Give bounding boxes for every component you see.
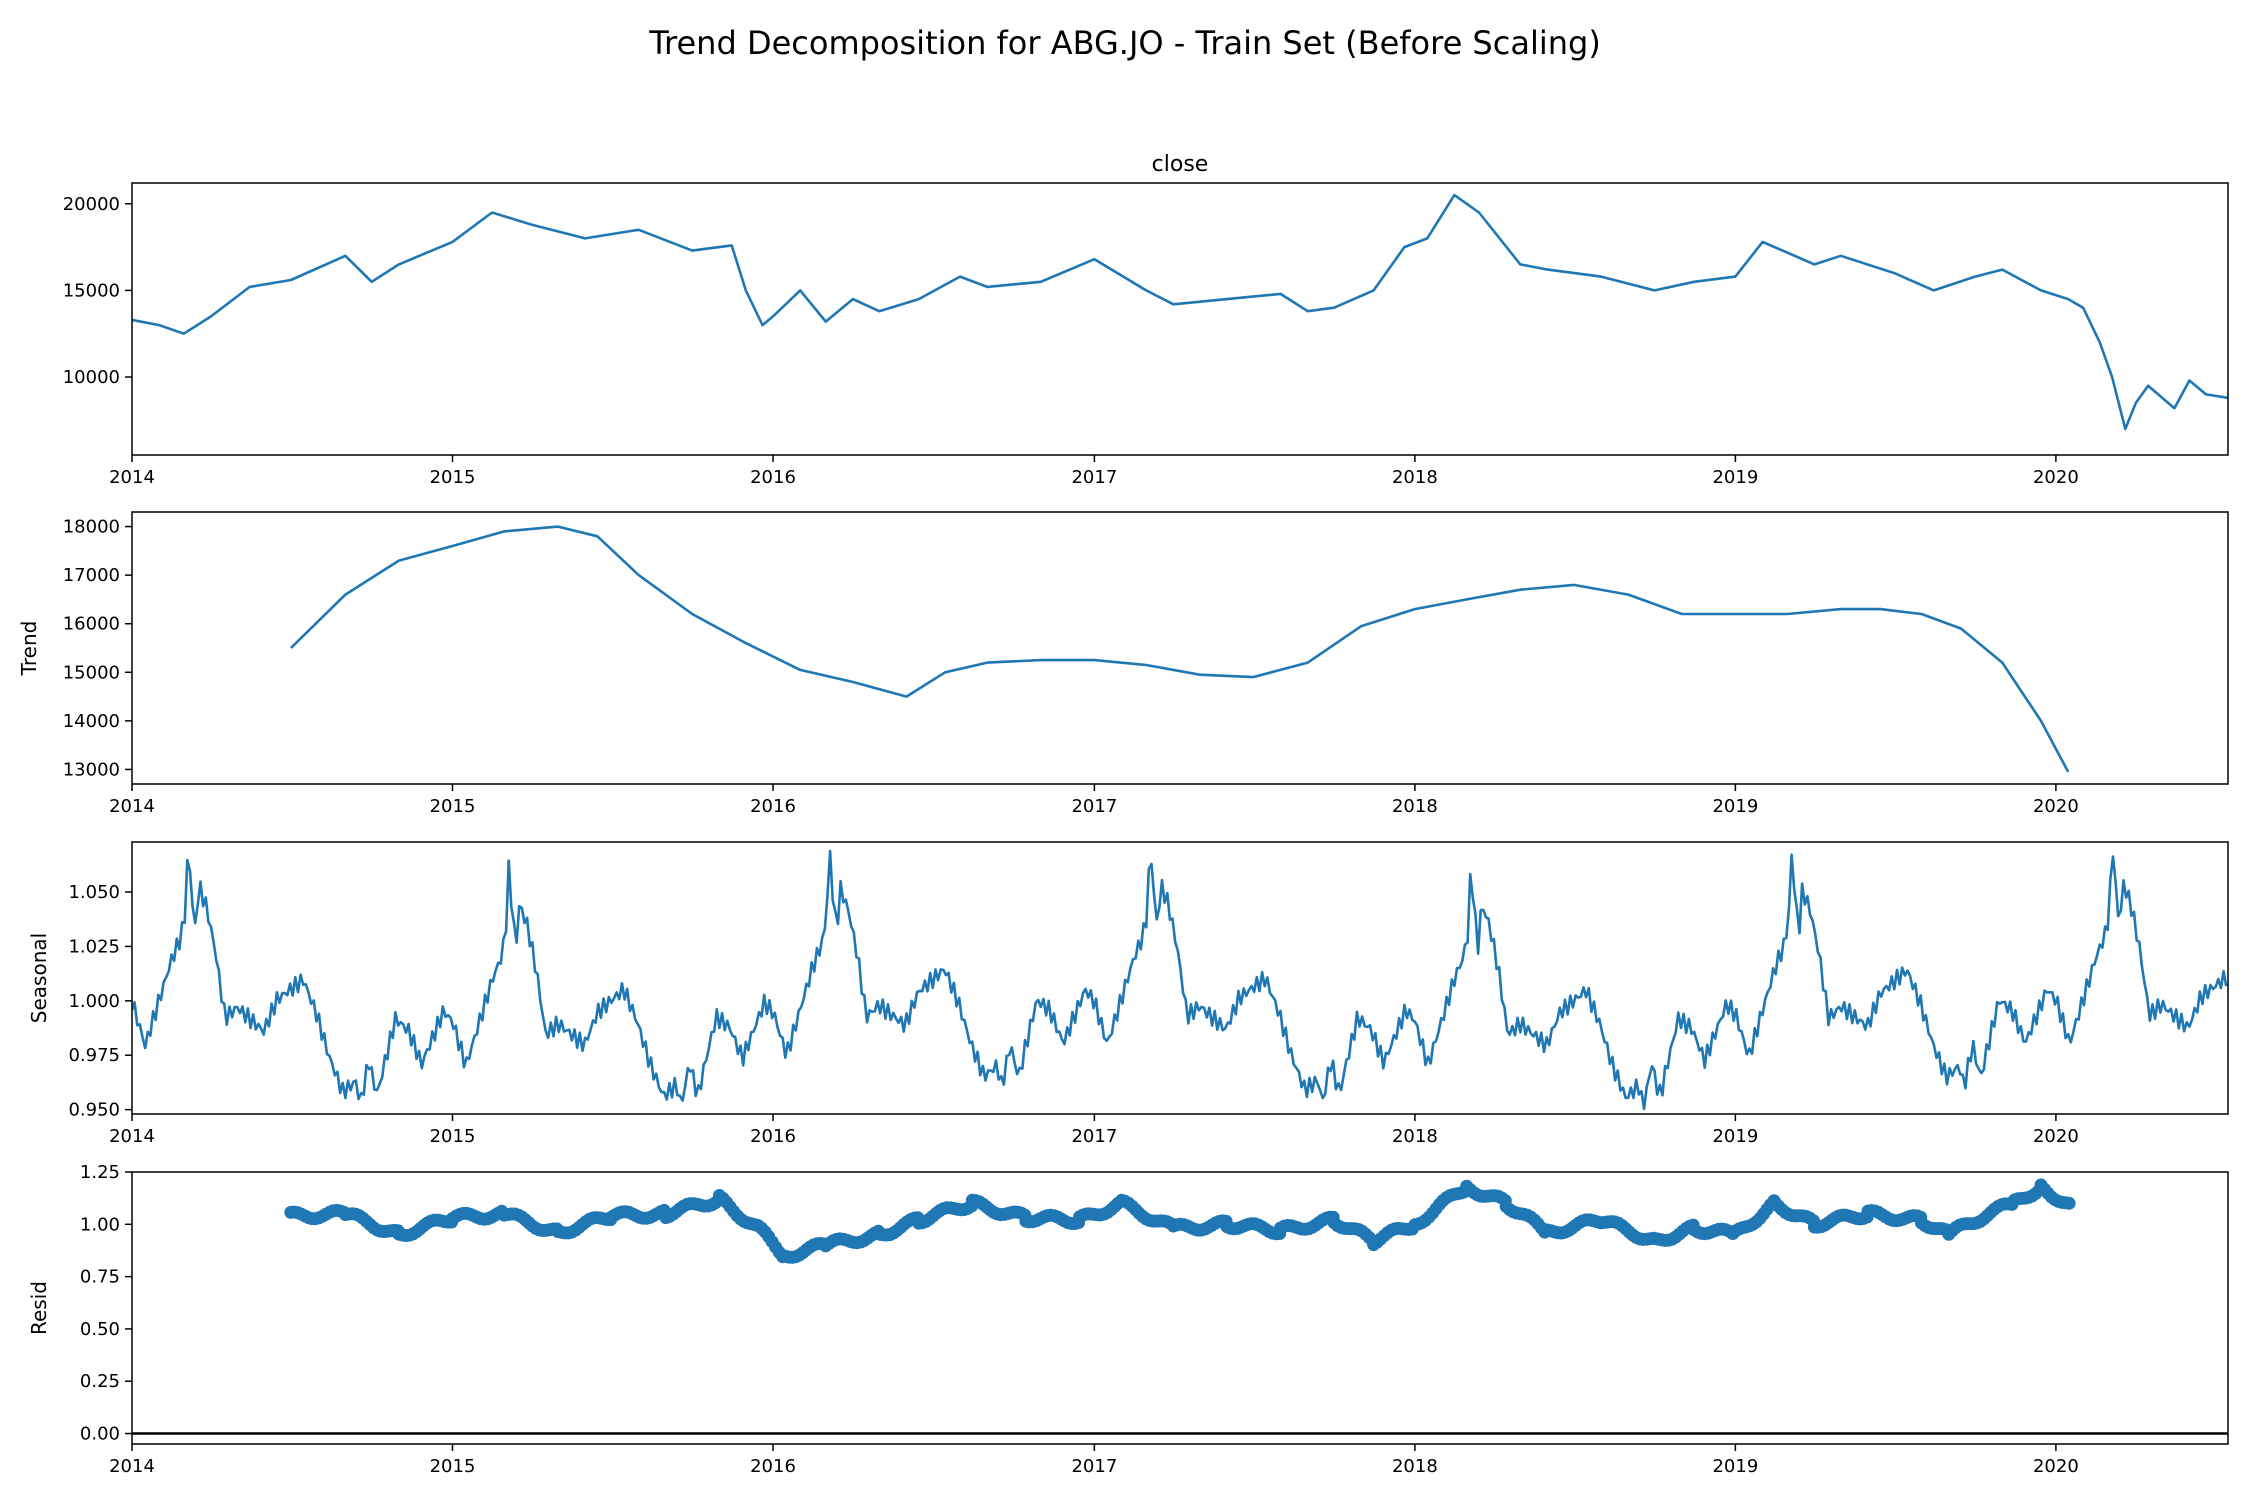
- plot-area: [132, 1178, 2228, 1435]
- y-tick-label: 0.00: [80, 1424, 120, 1445]
- y-tick-label: 1.25: [80, 1162, 120, 1183]
- y-axis-label: Trend: [17, 621, 41, 677]
- x-tick-label: 2018: [1392, 1456, 1438, 1477]
- axes-frame: [131, 1171, 2229, 1445]
- x-tick-label: 2016: [750, 1456, 796, 1477]
- y-tick-label: 1.050: [68, 882, 120, 903]
- y-tick-label: 15000: [63, 280, 120, 301]
- plot-area: [289, 525, 2070, 773]
- y-tick-label: 0.50: [80, 1319, 120, 1340]
- y-tick-label: 10000: [63, 367, 120, 388]
- y-tick-label: 1.00: [80, 1214, 120, 1235]
- y-tick-label: 0.25: [80, 1371, 120, 1392]
- resid-points: [284, 1178, 2076, 1264]
- x-tick-label: 2019: [1712, 1456, 1758, 1477]
- x-tick-label: 2015: [430, 467, 476, 488]
- x-tick-label: 2016: [750, 796, 796, 817]
- x-tick-label: 2019: [1712, 467, 1758, 488]
- x-tick-label: 2020: [2033, 467, 2079, 488]
- x-tick-label: 2014: [109, 796, 155, 817]
- x-tick-label: 2019: [1712, 1126, 1758, 1147]
- panels-layer: 10000 15000 20000 2014 2015 2016 2017 2018 2019 2…: [17, 152, 2229, 1477]
- x-tick-label: 2018: [1392, 467, 1438, 488]
- panel-1: 10000 15000 20000 2014 2015 2016 2017 2018 2019 2…: [63, 152, 2229, 488]
- y-tick-label: 15000: [63, 662, 120, 683]
- x-tick-label: 2020: [2033, 1456, 2079, 1477]
- y-tick-label: 1.000: [68, 991, 120, 1012]
- plot-area: [132, 849, 2228, 1111]
- x-tick-label: 2016: [750, 1126, 796, 1147]
- series-line: [132, 193, 2228, 431]
- x-tick-label: 2014: [109, 467, 155, 488]
- x-tick-label: 2018: [1392, 796, 1438, 817]
- x-tick-label: 2015: [430, 1126, 476, 1147]
- plot-area: [132, 193, 2228, 431]
- x-tick-label: 2017: [1071, 1126, 1117, 1147]
- y-tick-label: 0.975: [68, 1045, 120, 1066]
- y-tick-label: 1.025: [68, 936, 120, 957]
- y-tick-label: 0.75: [80, 1267, 120, 1288]
- x-tick-label: 2015: [430, 796, 476, 817]
- series-line: [289, 525, 2070, 773]
- y-tick-label: 20000: [63, 194, 120, 215]
- x-tick-label: 2014: [109, 1126, 155, 1147]
- axes-frame: [131, 841, 2229, 1115]
- x-tick-label: 2017: [1071, 796, 1117, 817]
- y-tick-label: 0.950: [68, 1100, 120, 1121]
- axes-frame: [131, 182, 2229, 456]
- x-tick-label: 2017: [1071, 1456, 1117, 1477]
- x-tick-label: 2017: [1071, 467, 1117, 488]
- x-tick-label: 2016: [750, 467, 796, 488]
- seasonal-line: [132, 849, 2228, 1111]
- y-tick-label: 16000: [63, 614, 120, 635]
- panel-title: close: [1152, 152, 1209, 177]
- resid-point: [2062, 1196, 2076, 1210]
- y-tick-label: 18000: [63, 517, 120, 538]
- y-axis-label: Seasonal: [27, 933, 51, 1023]
- panel-3: 0.950 0.975 1.000 1.025 1.050 2014 2015 2016 201…: [27, 841, 2229, 1147]
- x-tick-label: 2019: [1712, 796, 1758, 817]
- y-tick-label: 13000: [63, 759, 120, 780]
- figure-title: Trend Decomposition for ABG.JO - Train S…: [648, 24, 1601, 62]
- x-tick-label: 2014: [109, 1456, 155, 1477]
- x-tick-label: 2018: [1392, 1126, 1438, 1147]
- y-axis-label: Resid: [27, 1281, 51, 1335]
- x-tick-label: 2020: [2033, 796, 2079, 817]
- y-tick-label: 17000: [63, 565, 120, 586]
- axes-frame: [131, 511, 2229, 785]
- x-tick-label: 2015: [430, 1456, 476, 1477]
- panel-2: 13000 14000 15000 16000 17000 18000 2014 2015 20…: [17, 511, 2229, 817]
- panel-4: 0.00 0.25 0.50 0.75 1.00 1.25 2014 2015 2016 2017…: [27, 1162, 2229, 1477]
- y-tick-label: 14000: [63, 711, 120, 732]
- x-tick-label: 2020: [2033, 1126, 2079, 1147]
